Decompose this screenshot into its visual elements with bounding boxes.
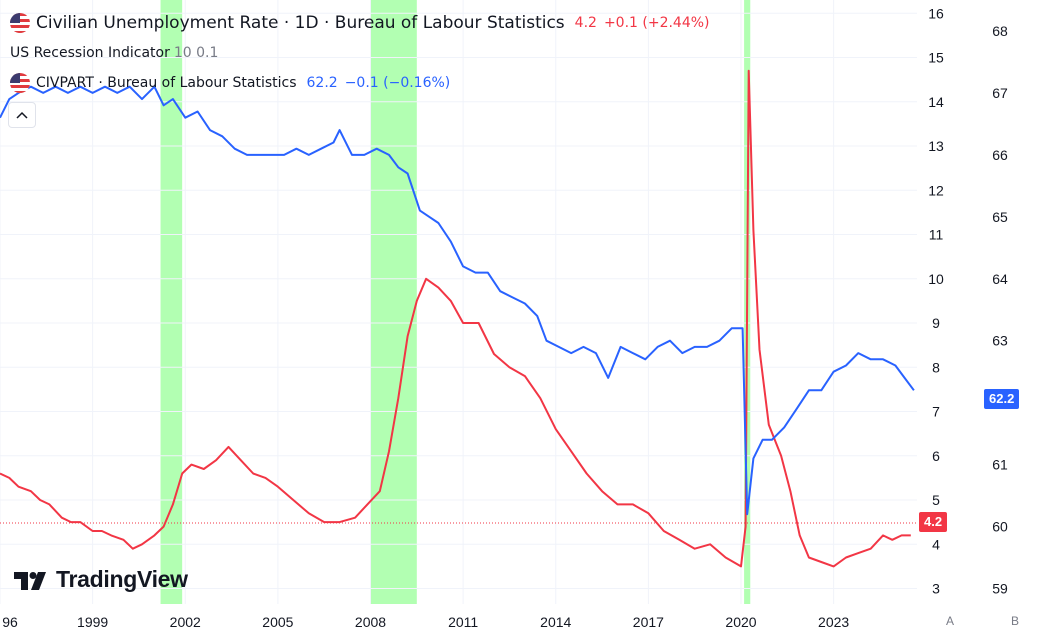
x-axis-tick: 96 [2,614,18,630]
left-axis-tick: 4 [932,536,940,552]
left-axis-tick: 13 [928,138,944,154]
us-flag-icon [10,73,30,93]
tradingview-logo-icon [14,571,46,590]
legend-civpart[interactable]: CIVPART · Bureau of Labour Statistics 62… [10,68,710,98]
us-flag-icon [10,13,30,33]
tradingview-logo-text: TradingView [56,566,188,592]
left-axis-tick: 12 [928,182,944,198]
unemployment-last-value-badge: 4.2 [919,512,948,532]
x-axis-tick: 2005 [262,614,293,630]
left-axis-tick: 8 [932,359,940,375]
right-axis-tick: 59 [992,581,1008,597]
left-axis-tick: 14 [928,94,944,110]
left-axis-tick: 16 [928,5,944,21]
participation-axis[interactable]: 59606162636465666768 [992,23,1008,597]
auto-scale-right-button[interactable]: B [1011,614,1020,628]
x-axis-tick: 2023 [818,614,849,630]
civpart-last-value-badge: 62.2 [984,389,1020,409]
left-axis-tick: 5 [932,492,940,508]
left-axis-tick: 15 [928,50,944,66]
participation-series-line [0,85,915,516]
x-axis-tick: 2020 [725,614,756,630]
x-axis-tick: 2014 [540,614,571,630]
left-axis-tick: 11 [929,227,944,243]
legend-unemployment-value: 4.2 [574,15,597,31]
time-axis[interactable]: 96 1999 2002 2005 2008 2011 2014 2017 2020 2023 [2,614,849,630]
grid-lines [0,0,917,604]
chevron-up-icon [16,111,28,119]
right-axis-tick: 65 [992,209,1008,225]
x-axis-tick: 2008 [355,614,386,630]
auto-scale-left-button[interactable]: A [946,614,955,628]
legend-civpart-value: 62.2 [306,75,338,91]
chart-legend: Civilian Unemployment Rate · 1D · Bureau… [10,8,710,98]
right-axis-tick: 68 [992,23,1008,39]
recession-band-1 [160,0,183,604]
unemployment-series-line [0,69,911,568]
right-axis-tick: 61 [992,457,1008,473]
legend-unemployment-title: Civilian Unemployment Rate · 1D · Bureau… [36,13,565,33]
legend-recession-params: 10 0.1 [173,45,219,61]
left-axis-tick: 7 [932,404,940,420]
legend-unemployment-change: +0.1 (+2.44%) [603,15,710,31]
legend-civpart-change: −0.1 (−0.16%) [344,75,451,91]
legend-recession[interactable]: US Recession Indicator 10 0.1 [10,38,710,68]
left-axis-tick: 6 [932,448,940,464]
legend-civpart-title: CIVPART · Bureau of Labour Statistics [36,75,297,91]
left-axis-tick: 9 [932,315,940,331]
x-axis-tick: 1999 [77,614,108,630]
recession-band-2 [370,0,417,604]
right-axis-tick: 67 [992,85,1008,101]
x-axis-tick: 2011 [448,614,478,630]
series-lines [0,69,915,568]
collapse-legend-button[interactable] [8,102,36,128]
right-axis-tick: 63 [992,333,1008,349]
left-axis-tick: 3 [932,581,940,597]
x-axis-tick: 2002 [170,614,201,630]
tradingview-logo[interactable]: TradingView [14,566,188,593]
legend-unemployment[interactable]: Civilian Unemployment Rate · 1D · Bureau… [10,8,710,38]
unemployment-axis[interactable]: 3 4 5 6 7 8 9 10 11 12 13 14 15 16 [928,5,944,596]
right-axis-tick: 66 [992,147,1008,163]
recession-bands [160,0,751,604]
right-axis-tick: 64 [992,271,1008,287]
left-axis-tick: 10 [928,271,944,287]
legend-recession-title: US Recession Indicator [10,45,170,61]
x-axis-tick: 2017 [633,614,664,630]
right-axis-tick: 60 [992,519,1008,535]
